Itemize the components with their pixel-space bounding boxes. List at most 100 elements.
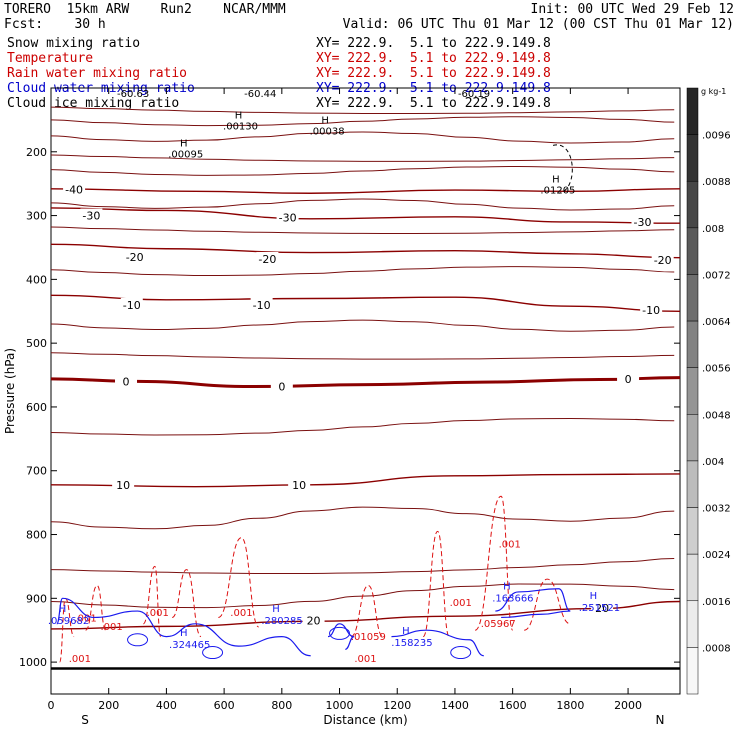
temperature-contour <box>50 294 681 312</box>
rain-contour-label: .001 <box>230 608 252 619</box>
contour-label-bg <box>631 214 654 228</box>
temperature-contour-label: 10 <box>116 479 130 492</box>
colorbar-tick-label: .0072 <box>702 270 731 281</box>
temperature-label-minor: -60.63 <box>117 89 149 100</box>
colorbar-swatch <box>686 414 699 462</box>
x-tick-label: 1200 <box>383 699 411 712</box>
temperature-label-minor: -60.19 <box>458 89 490 100</box>
theta-contour <box>50 165 675 176</box>
contour-label-bg <box>651 253 674 267</box>
colorbar-swatch <box>686 180 699 229</box>
colorbar-unit: g kg-1 <box>701 87 726 96</box>
rain-contour <box>218 537 260 628</box>
colorbar-swatch <box>686 600 699 648</box>
rain-contour-label: .01059 <box>351 632 386 643</box>
model-title: TORERO 15km ARW Run2 NCAR/MMM <box>4 2 286 17</box>
theta-contour <box>50 266 675 277</box>
contour-label-bg <box>640 302 663 316</box>
rain-contour-label: .001 <box>499 539 521 550</box>
rain-contour <box>142 565 162 638</box>
temperature-contour-label: -30 <box>82 210 100 223</box>
temperature-contour <box>50 473 681 488</box>
contour-label-bg <box>288 477 311 491</box>
cloud-water-contour <box>202 646 224 660</box>
field-snow-xy: XY= 222.9. 5.1 to 222.9.149.8 <box>316 36 551 51</box>
temperature-contour-label: -20 <box>258 253 276 266</box>
field-temperature-xy: XY= 222.9. 5.1 to 222.9.149.8 <box>316 51 551 66</box>
theta-contour <box>50 154 675 162</box>
temperature-contour-label: 0 <box>625 373 632 386</box>
temperature-contour-label: 20 <box>307 615 321 628</box>
cloud-water-max-marker: H <box>180 628 188 639</box>
snow-max-value: .00130 <box>223 122 258 133</box>
x-tick-label: 2000 <box>614 699 642 712</box>
snow-contour <box>552 144 573 194</box>
contour-label-bg <box>256 251 279 265</box>
temperature-contour-label: 0 <box>123 375 130 388</box>
y-axis-title: Pressure (hPa) <box>3 348 17 434</box>
contour-label-bg <box>123 250 146 264</box>
cloud-water-contour <box>127 633 149 647</box>
y-tick-label: 400 <box>26 273 47 286</box>
cloud-water-contour <box>327 623 355 650</box>
snow-max-value: .01205 <box>540 185 575 196</box>
contour-label-bg <box>270 379 293 393</box>
snow-max-value: .00095 <box>168 150 203 161</box>
contour-label-bg <box>115 374 138 388</box>
colorbar-swatch <box>686 87 699 135</box>
x-tick-label: 1800 <box>556 699 584 712</box>
y-tick-label: 1000 <box>19 656 47 669</box>
cloud-water-max-value: .059682 <box>48 616 89 627</box>
temperature-contour-label: -30 <box>279 211 297 224</box>
cloud-water-contour <box>495 588 571 619</box>
rain-contour-label: .001 <box>147 608 169 619</box>
colorbar-tick-label: .0056 <box>702 364 731 375</box>
snow-max-marker: H <box>552 174 560 185</box>
temperature-contour-label: 10 <box>292 479 306 492</box>
cloud-water-max-value: .163666 <box>492 594 533 605</box>
snow-max-marker: H <box>180 139 188 150</box>
snow-max-value: .00038 <box>310 127 345 138</box>
x-axis-title: Distance (km) <box>323 713 407 727</box>
colorbar-tick-label: .0016 <box>702 597 731 608</box>
cloud-water-contour <box>450 646 472 660</box>
field-temperature-name: Temperature <box>7 51 94 66</box>
y-tick-label: 900 <box>26 592 47 605</box>
theta-contour <box>50 557 675 575</box>
colorbar-swatch <box>686 320 699 368</box>
temperature-contour <box>50 207 681 224</box>
temperature-contour-label: -40 <box>65 183 83 196</box>
colorbar-swatch <box>686 227 699 275</box>
x-tick-label: 400 <box>156 699 177 712</box>
field-cloudice-xy: XY= 222.9. 5.1 to 222.9.149.8 <box>316 96 551 111</box>
snow-max-marker: H <box>235 111 243 122</box>
colorbar-swatch <box>686 460 699 508</box>
cloud-water-contour <box>56 597 311 657</box>
rain-contour-label: .05967 <box>481 619 516 630</box>
rain-contour-label: .001 <box>354 654 376 665</box>
contour-label-bg <box>302 613 325 627</box>
temperature-contour-label: 20 <box>595 602 609 615</box>
colorbar-swatch <box>686 553 699 602</box>
theta-contour <box>50 226 675 234</box>
colorbar-tick-label: .008 <box>702 224 724 235</box>
cloud-water-max-marker: H <box>590 591 598 602</box>
y-tick-label: 700 <box>26 465 47 478</box>
contour-label-bg <box>112 477 135 491</box>
valid-time: Valid: 06 UTC Thu 01 Mar 12 (00 CST Thu … <box>342 17 734 32</box>
colorbar-tick-label: .0008 <box>702 643 731 654</box>
temperature-contour-label: 0 <box>278 381 285 394</box>
temperature-contour-label: -10 <box>642 304 660 317</box>
forecast-hour: Fcst: 30 h <box>4 17 106 32</box>
theta-contour <box>50 116 675 127</box>
plot-frame <box>50 87 681 695</box>
contour-label-bg <box>120 297 143 311</box>
cloud-water-max-marker: H <box>503 582 511 593</box>
contour-label-bg <box>617 371 640 385</box>
contour-label-bg <box>276 210 299 224</box>
temperature-contour <box>50 188 681 194</box>
temperature-contour-label: -30 <box>634 216 652 229</box>
x-tick-label: 1000 <box>326 699 354 712</box>
y-tick-label: 300 <box>26 210 47 223</box>
colorbar-tick-label: .0032 <box>702 504 731 515</box>
